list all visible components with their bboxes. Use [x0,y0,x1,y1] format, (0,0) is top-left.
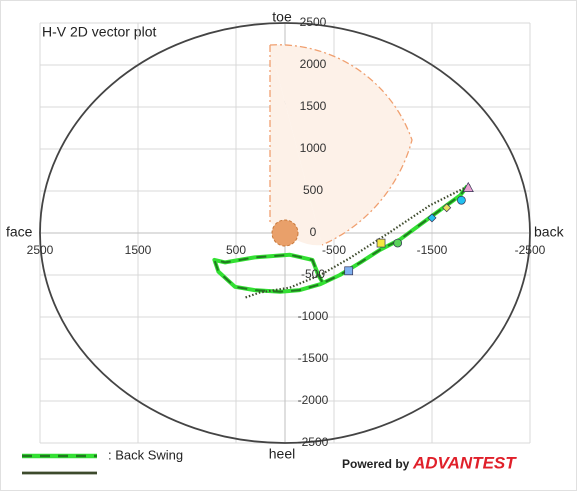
zone-fill [270,45,322,246]
x-tick-label: 1500 [125,243,152,257]
y-tick-label: -2500 [298,435,329,449]
y-tick-label: -1500 [298,351,329,365]
plot [212,181,474,299]
marker [427,213,437,223]
y-tick-label: 2500 [300,15,327,29]
back-label: back [534,224,565,240]
marker [344,266,354,276]
marker [442,203,452,213]
x-tick-label: 500 [226,243,246,257]
y-tick-label: -500 [301,267,325,281]
y-tick-label: -1000 [298,309,329,323]
marker [462,181,474,192]
legend-label: : Back Swing [108,447,183,462]
marker [457,195,466,205]
series-line [244,184,471,299]
face-label: face [6,224,33,240]
y-tick-label: 1500 [300,99,327,113]
x-tick-label: -1500 [417,243,448,257]
series-dash [213,185,469,293]
y-tick-label: 500 [303,183,323,197]
brand-prefix: Powered by [342,457,410,471]
y-tick-label: 1000 [300,141,327,155]
marker [393,238,403,248]
brand-name: ADVANTEST [412,453,517,472]
x-tick-label: -2500 [515,243,546,257]
chart-title: H-V 2D vector plot [42,24,156,40]
y-tick-label: 0 [310,225,317,239]
marker [376,238,386,248]
x-tick-label: -500 [322,243,346,257]
legend: : Back Swing [22,447,183,475]
heel-label: heel [269,446,295,462]
zone [269,44,413,246]
toe-label: toe [272,9,292,25]
outer-ring [39,22,531,444]
x-tick-label: 2500 [27,243,54,257]
y-tick-label: -2000 [298,393,329,407]
y-tick-label: 2000 [300,57,327,71]
center-dot [271,219,299,247]
